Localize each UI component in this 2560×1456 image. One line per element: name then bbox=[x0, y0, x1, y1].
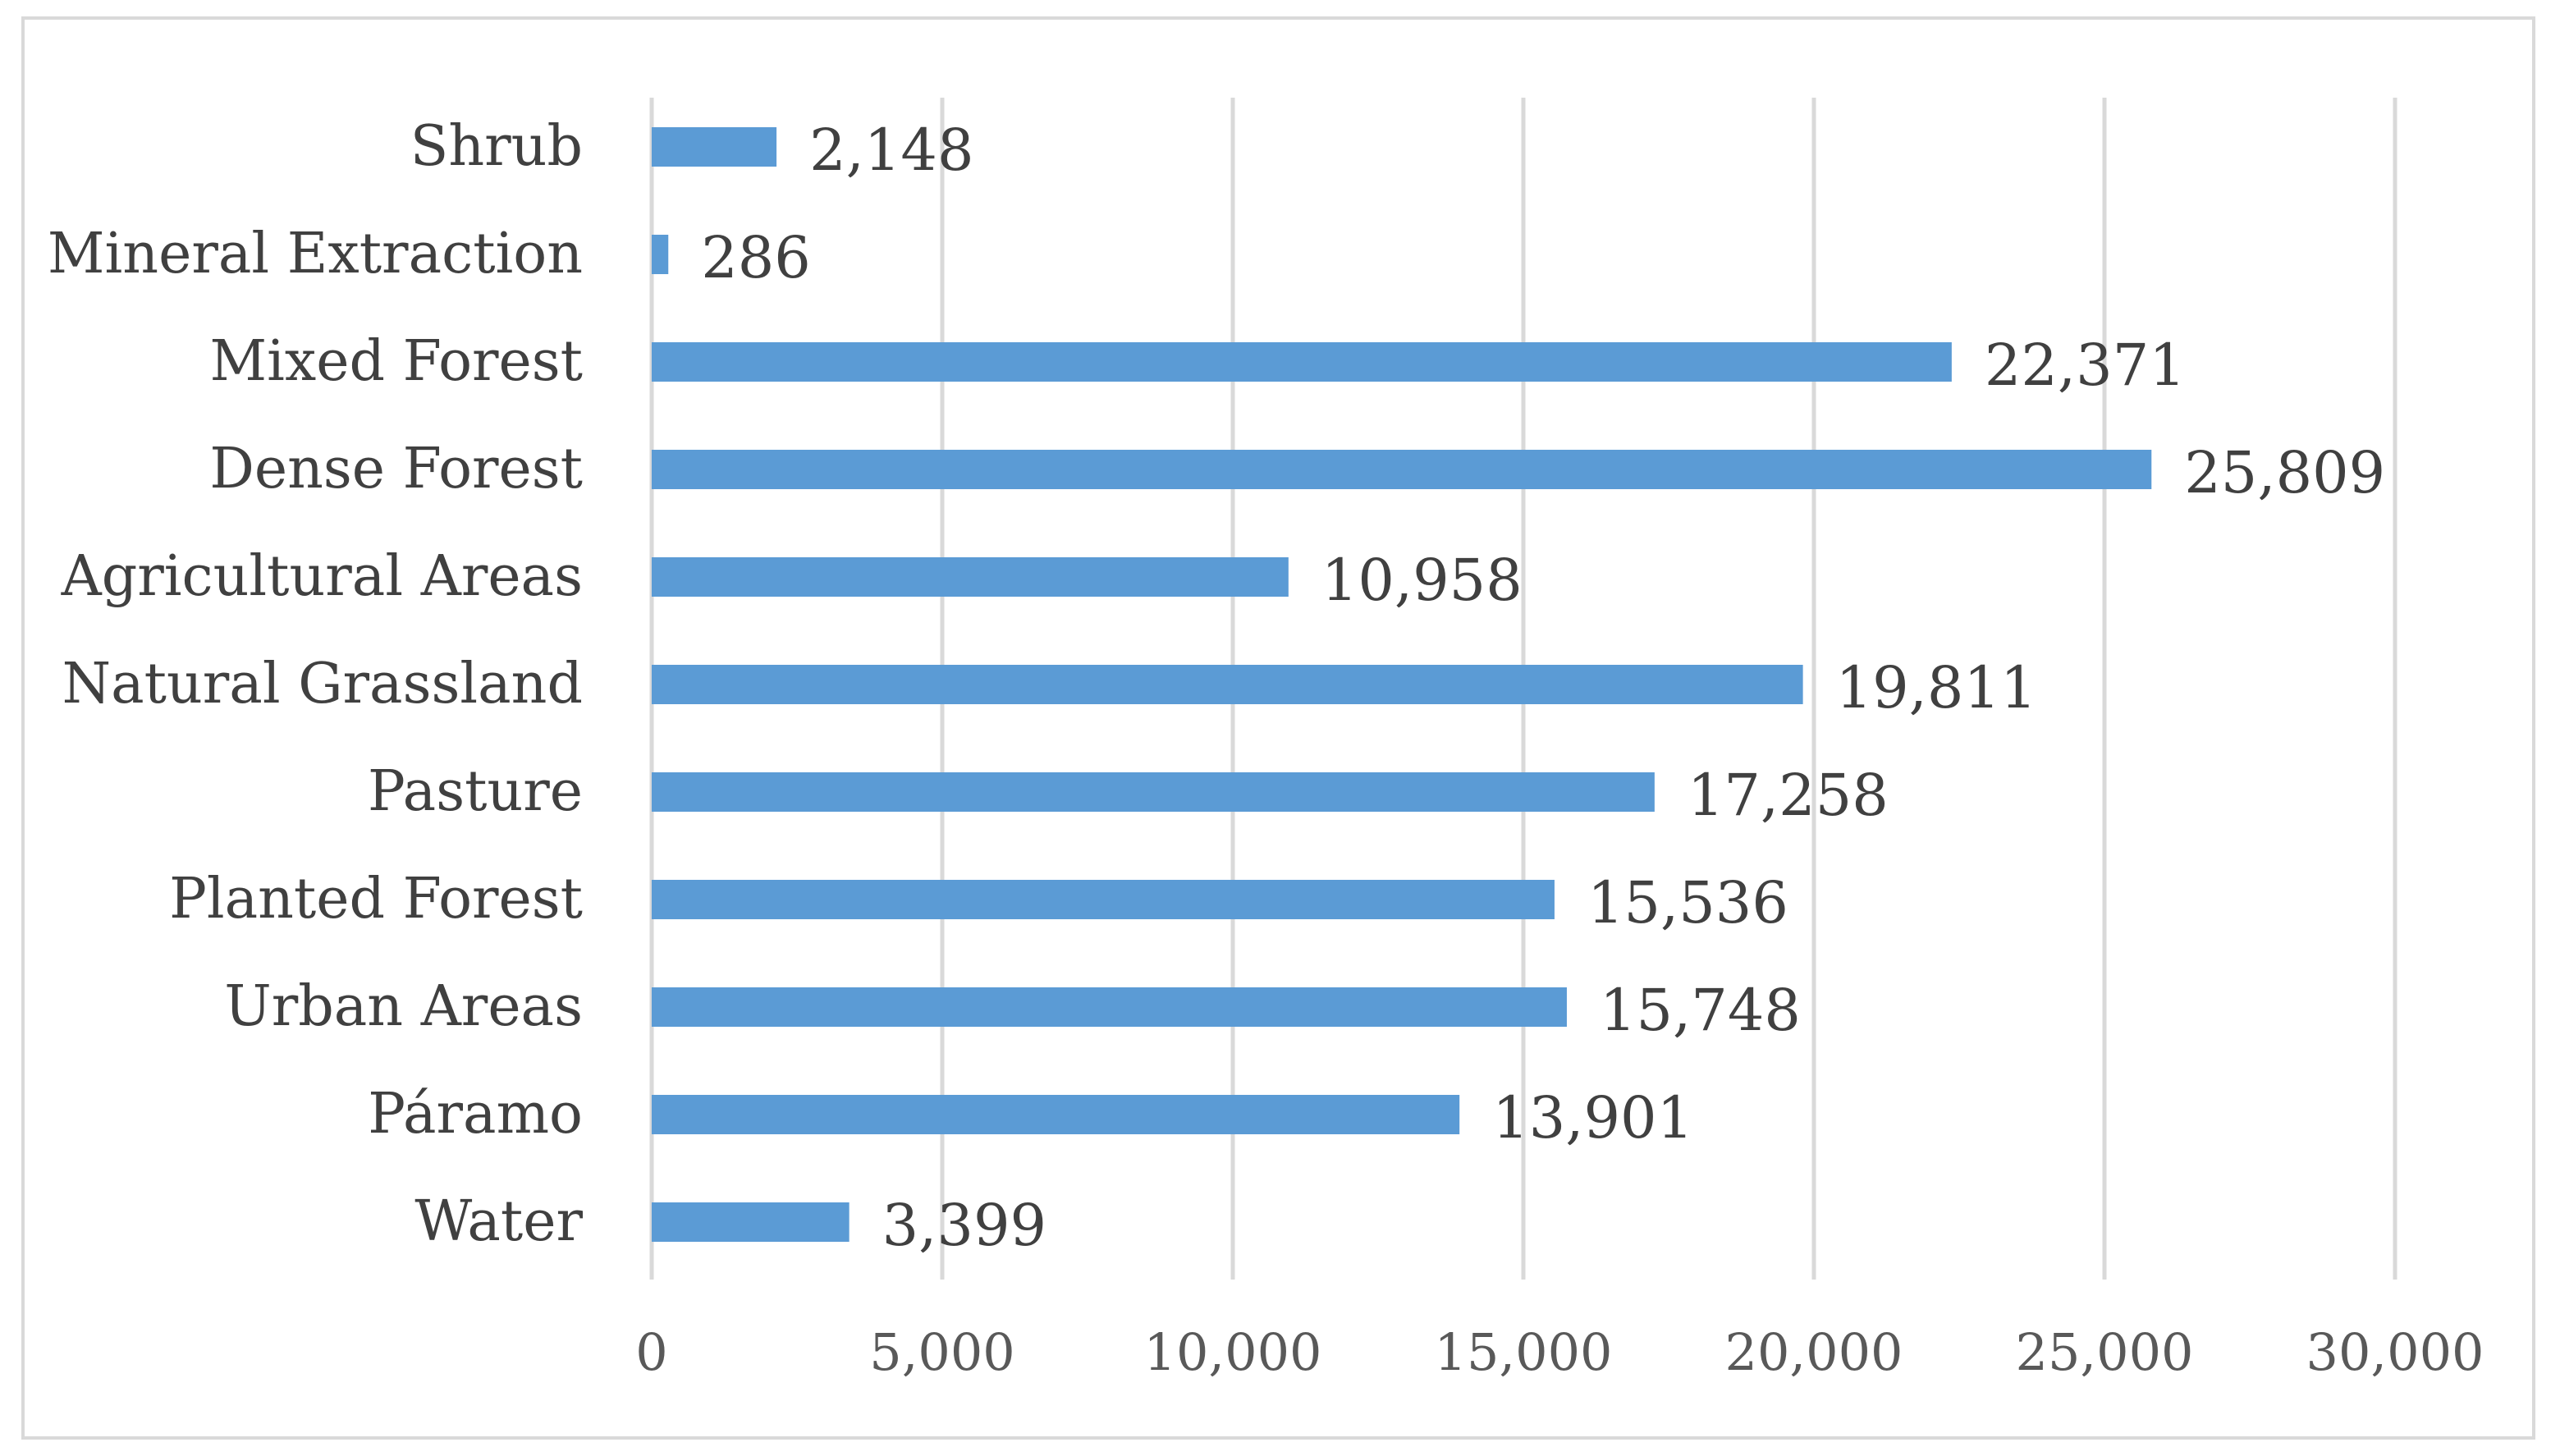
bar-planted-forest bbox=[652, 880, 1555, 919]
category-label: Water bbox=[414, 1189, 583, 1254]
category-label: Mixed Forest bbox=[210, 329, 583, 394]
bar-p-ramo bbox=[652, 1095, 1460, 1134]
category-label: Pasture bbox=[368, 759, 583, 824]
bar-mixed-forest bbox=[652, 342, 1952, 382]
data-label: 3,399 bbox=[882, 1192, 1046, 1259]
category-label: Dense Forest bbox=[209, 437, 583, 501]
bar-agricultural-areas bbox=[652, 557, 1289, 597]
category-label: Planted Forest bbox=[169, 867, 583, 932]
bar-chart: Shrub Mineral Extraction Mixed Forest Dense… bbox=[48, 98, 2484, 1382]
x-tick-label: 25,000 bbox=[2016, 1322, 2194, 1382]
category-label: Mineral Extraction bbox=[48, 222, 583, 286]
category-label: Urban Areas bbox=[224, 974, 583, 1039]
bar-water bbox=[652, 1202, 850, 1242]
data-label: 19,811 bbox=[1836, 654, 2037, 721]
data-labels: 2,148 286 22,371 25,809 10,958 19,811 17,258 15… bbox=[701, 117, 2385, 1259]
data-label: 17,258 bbox=[1688, 762, 1889, 829]
category-label: Natural Grassland bbox=[62, 652, 583, 717]
x-tick-label: 20,000 bbox=[1725, 1322, 1903, 1382]
bar-mineral-extraction bbox=[652, 235, 669, 274]
category-label: Agricultural Areas bbox=[61, 544, 583, 609]
bar-pasture bbox=[652, 772, 1655, 812]
x-tick-label: 10,000 bbox=[1144, 1322, 1322, 1382]
bar-dense-forest bbox=[652, 450, 2152, 489]
x-tick-label: 0 bbox=[635, 1322, 667, 1382]
data-label: 22,371 bbox=[1985, 332, 2186, 399]
x-tick-label: 30,000 bbox=[2306, 1322, 2484, 1382]
x-tick-label: 15,000 bbox=[1435, 1322, 1613, 1382]
category-labels: Shrub Mineral Extraction Mixed Forest Dense… bbox=[48, 114, 584, 1254]
category-label: Páramo bbox=[368, 1082, 583, 1147]
data-label: 13,901 bbox=[1492, 1084, 1693, 1152]
category-label: Shrub bbox=[410, 114, 583, 179]
x-tick-label: 5,000 bbox=[869, 1322, 1015, 1382]
bar-natural-grassland bbox=[652, 665, 1803, 704]
chart-frame: Shrub Mineral Extraction Mixed Forest Dense… bbox=[21, 16, 2535, 1440]
data-label: 15,748 bbox=[1600, 977, 1801, 1044]
x-axis-tick-labels: 0 5,000 10,000 15,000 20,000 25,000 30,000 bbox=[635, 1322, 2484, 1382]
data-label: 10,958 bbox=[1321, 547, 1523, 614]
bar-urban-areas bbox=[652, 987, 1567, 1027]
bar-shrub bbox=[652, 127, 777, 167]
data-label: 15,536 bbox=[1587, 869, 1788, 936]
data-label: 25,809 bbox=[2184, 439, 2385, 506]
data-label: 286 bbox=[701, 224, 811, 291]
data-label: 2,148 bbox=[809, 117, 973, 184]
bars bbox=[652, 127, 2152, 1242]
